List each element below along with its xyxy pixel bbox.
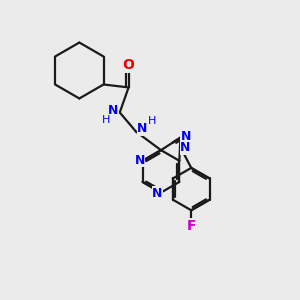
Text: N: N <box>152 187 163 200</box>
Text: H: H <box>102 115 111 125</box>
Text: H: H <box>148 116 156 126</box>
Text: N: N <box>181 130 191 142</box>
Text: F: F <box>187 219 196 232</box>
Text: N: N <box>180 141 190 154</box>
Text: N: N <box>137 122 148 135</box>
Text: N: N <box>134 154 145 167</box>
Text: O: O <box>123 58 134 72</box>
Text: N: N <box>108 103 119 117</box>
